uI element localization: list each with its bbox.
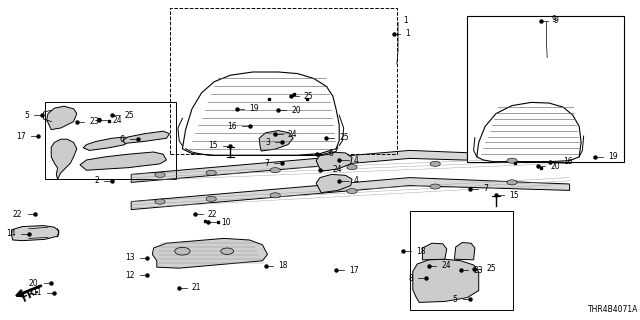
Text: 21: 21 bbox=[192, 284, 202, 292]
Text: 14: 14 bbox=[6, 229, 16, 238]
Text: 25: 25 bbox=[339, 133, 349, 142]
Text: 4: 4 bbox=[354, 176, 359, 185]
Text: 18: 18 bbox=[416, 247, 426, 256]
Circle shape bbox=[155, 199, 165, 204]
Circle shape bbox=[347, 164, 357, 170]
Circle shape bbox=[507, 158, 517, 163]
Text: 20: 20 bbox=[29, 279, 38, 288]
Bar bbox=[410, 211, 513, 310]
Text: 19: 19 bbox=[608, 152, 618, 161]
Text: 5: 5 bbox=[24, 111, 29, 120]
Circle shape bbox=[155, 172, 165, 177]
Text: 9: 9 bbox=[552, 15, 557, 24]
Text: 11: 11 bbox=[32, 288, 42, 297]
Text: 24: 24 bbox=[288, 130, 298, 139]
Polygon shape bbox=[259, 131, 293, 151]
Polygon shape bbox=[422, 243, 447, 260]
Polygon shape bbox=[12, 226, 59, 241]
Text: 15: 15 bbox=[509, 191, 518, 200]
Text: 25: 25 bbox=[304, 92, 314, 100]
Bar bbox=[170, 8, 397, 154]
Polygon shape bbox=[80, 152, 166, 170]
Text: 22: 22 bbox=[13, 210, 22, 219]
Text: 20: 20 bbox=[291, 106, 301, 115]
Circle shape bbox=[430, 184, 440, 189]
Circle shape bbox=[270, 193, 280, 198]
Text: 6: 6 bbox=[120, 135, 125, 144]
Text: 1: 1 bbox=[405, 29, 410, 38]
Bar bbox=[467, 16, 624, 162]
Text: 25: 25 bbox=[486, 264, 496, 273]
Text: 1: 1 bbox=[403, 16, 408, 25]
Text: 18: 18 bbox=[278, 261, 288, 270]
Text: 7: 7 bbox=[264, 159, 269, 168]
Text: 25: 25 bbox=[125, 111, 134, 120]
Text: 3: 3 bbox=[265, 138, 270, 147]
Polygon shape bbox=[47, 106, 77, 130]
Polygon shape bbox=[454, 243, 475, 260]
Circle shape bbox=[221, 248, 234, 254]
Text: 15: 15 bbox=[208, 141, 218, 150]
Circle shape bbox=[270, 168, 280, 173]
Text: 19: 19 bbox=[250, 104, 259, 113]
Circle shape bbox=[206, 196, 216, 201]
Text: 8: 8 bbox=[408, 274, 413, 283]
Text: 23: 23 bbox=[90, 117, 99, 126]
Text: 16: 16 bbox=[227, 122, 237, 131]
Polygon shape bbox=[413, 259, 479, 302]
Text: 2: 2 bbox=[95, 176, 99, 185]
Circle shape bbox=[430, 161, 440, 166]
Text: 4: 4 bbox=[354, 156, 359, 164]
Text: 23: 23 bbox=[474, 266, 483, 275]
Text: 16: 16 bbox=[563, 157, 573, 166]
Circle shape bbox=[347, 188, 357, 194]
Text: 24: 24 bbox=[333, 165, 342, 174]
Circle shape bbox=[507, 180, 517, 185]
Text: 20: 20 bbox=[550, 162, 560, 171]
Polygon shape bbox=[182, 72, 339, 155]
Text: 5: 5 bbox=[452, 295, 458, 304]
Circle shape bbox=[175, 247, 190, 255]
Polygon shape bbox=[316, 152, 352, 171]
Text: 24: 24 bbox=[442, 261, 451, 270]
Polygon shape bbox=[123, 131, 170, 143]
Text: 13: 13 bbox=[125, 253, 134, 262]
Polygon shape bbox=[83, 137, 128, 150]
Text: THR4B4071A: THR4B4071A bbox=[588, 305, 639, 314]
Text: 17: 17 bbox=[349, 266, 358, 275]
Circle shape bbox=[206, 170, 216, 175]
Text: 17: 17 bbox=[16, 132, 26, 140]
Text: 22: 22 bbox=[208, 210, 218, 219]
Polygon shape bbox=[131, 150, 570, 182]
Text: FR.: FR. bbox=[20, 284, 42, 303]
Polygon shape bbox=[316, 174, 352, 193]
Text: 6: 6 bbox=[328, 149, 333, 158]
Text: 7: 7 bbox=[483, 184, 488, 193]
Text: 24: 24 bbox=[112, 116, 122, 124]
Polygon shape bbox=[477, 102, 581, 162]
Polygon shape bbox=[51, 139, 77, 179]
Polygon shape bbox=[152, 238, 268, 268]
Polygon shape bbox=[131, 178, 570, 210]
Text: 9: 9 bbox=[554, 16, 559, 25]
Text: 10: 10 bbox=[221, 218, 230, 227]
Text: 12: 12 bbox=[125, 271, 134, 280]
